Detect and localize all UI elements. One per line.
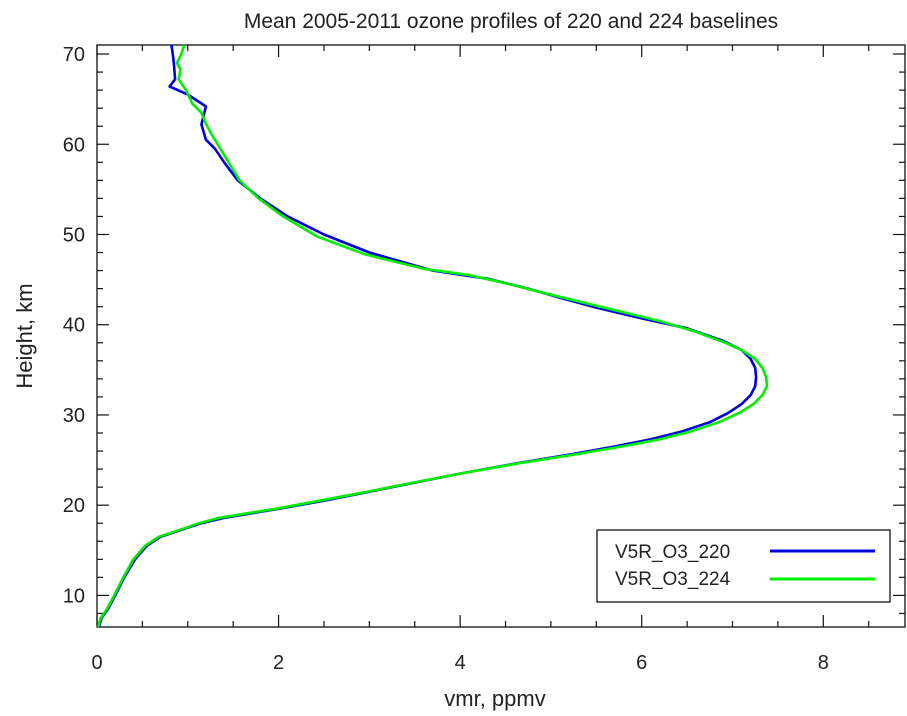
- y-tick-label: 10: [63, 585, 85, 607]
- x-axis-ticks: [96, 45, 870, 627]
- legend-label-series-1: V5R_O3_220: [615, 542, 730, 563]
- x-tick-label: 6: [636, 652, 647, 674]
- y-tick-label: 20: [63, 495, 85, 517]
- y-tick-label: 40: [63, 315, 85, 337]
- y-tick-label: 30: [63, 405, 85, 427]
- y-axis-ticks: [97, 53, 905, 615]
- legend-label-series-2: V5R_O3_224: [615, 569, 731, 590]
- plot-frame-group: [96, 44, 906, 628]
- y-tick-label: 70: [63, 44, 85, 66]
- x-tick-label: 2: [273, 652, 284, 674]
- x-tick-label: 4: [455, 652, 466, 674]
- x-axis-label: vmr, ppmv: [444, 686, 545, 711]
- y-axis-tick-labels: 10 20 30 40 50 60 70: [63, 44, 85, 607]
- x-axis-tick-labels: 0 2 4 6 8: [91, 652, 828, 674]
- y-tick-label: 50: [63, 224, 85, 246]
- plot-frame: [96, 44, 906, 628]
- x-tick-label: 8: [818, 652, 829, 674]
- chart-title: Mean 2005-2011 ozone profiles of 220 and…: [244, 10, 778, 33]
- y-tick-label: 60: [63, 134, 85, 156]
- y-axis-label: Height, km: [12, 283, 37, 388]
- x-tick-label: 0: [91, 652, 102, 674]
- series-line-2: [96, 44, 769, 628]
- legend: V5R_O3_220 V5R_O3_224: [596, 529, 891, 603]
- series-layer: [96, 44, 769, 628]
- legend-box: [596, 529, 891, 603]
